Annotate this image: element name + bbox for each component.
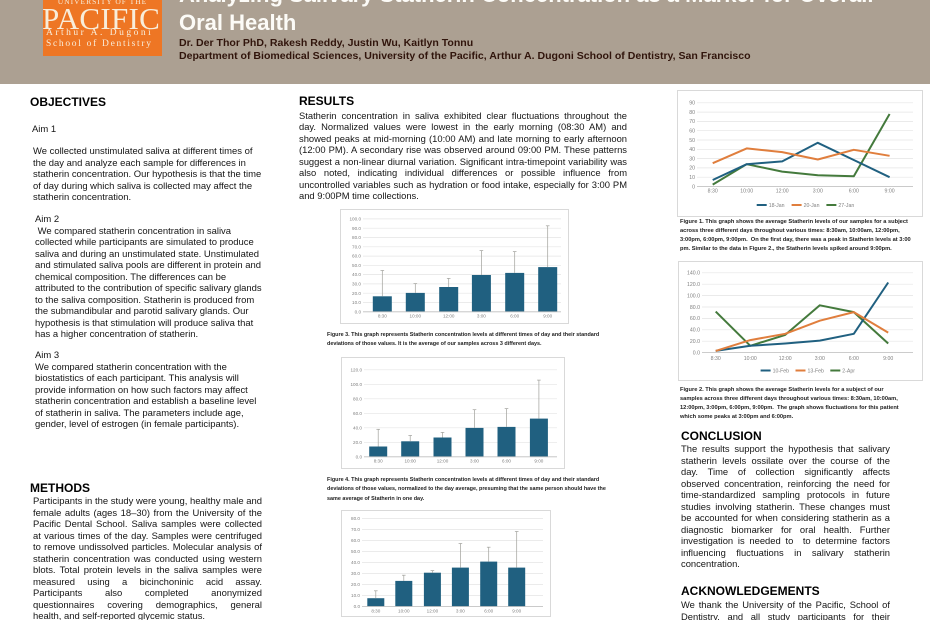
svg-text:12:00: 12:00: [779, 356, 792, 362]
svg-text:80.0: 80.0: [690, 305, 700, 311]
svg-text:90: 90: [689, 101, 695, 107]
svg-text:70.0: 70.0: [352, 244, 361, 249]
svg-text:8:30: 8:30: [374, 459, 383, 464]
svg-text:40.0: 40.0: [352, 272, 361, 277]
svg-text:10:00: 10:00: [398, 609, 410, 614]
svg-text:70: 70: [689, 119, 695, 125]
svg-text:6:00: 6:00: [849, 356, 859, 362]
svg-text:10.0: 10.0: [351, 593, 360, 598]
svg-text:0.0: 0.0: [354, 604, 361, 609]
svg-text:0.0: 0.0: [355, 309, 362, 314]
svg-text:10:00: 10:00: [404, 459, 416, 464]
svg-text:60.0: 60.0: [352, 254, 361, 259]
svg-text:40: 40: [689, 147, 695, 153]
svg-text:0: 0: [692, 184, 695, 190]
svg-text:80: 80: [689, 110, 695, 116]
svg-text:60.0: 60.0: [351, 538, 360, 543]
svg-text:20.0: 20.0: [352, 291, 361, 296]
svg-text:27-Jan: 27-Jan: [838, 203, 854, 209]
svg-text:20.0: 20.0: [690, 339, 700, 345]
svg-text:6:00: 6:00: [484, 609, 493, 614]
svg-text:10:00: 10:00: [744, 356, 757, 362]
svg-text:13-Feb: 13-Feb: [808, 369, 825, 375]
svg-text:40.0: 40.0: [353, 425, 362, 430]
svg-text:3:00: 3:00: [470, 459, 479, 464]
svg-text:90.0: 90.0: [352, 226, 361, 231]
svg-text:80.0: 80.0: [351, 516, 360, 521]
svg-text:70.0: 70.0: [351, 527, 360, 532]
svg-text:40.0: 40.0: [351, 560, 360, 565]
svg-text:30.0: 30.0: [352, 282, 361, 287]
svg-text:10-Feb: 10-Feb: [773, 369, 790, 375]
svg-text:3:00: 3:00: [477, 314, 486, 319]
svg-text:30.0: 30.0: [351, 571, 360, 576]
svg-text:10:00: 10:00: [740, 189, 753, 195]
svg-text:3:00: 3:00: [456, 609, 465, 614]
svg-text:6:00: 6:00: [510, 314, 519, 319]
svg-text:100.0: 100.0: [350, 217, 362, 222]
svg-text:9:00: 9:00: [534, 459, 543, 464]
svg-text:18-Jan: 18-Jan: [769, 203, 785, 209]
svg-text:12:00: 12:00: [443, 314, 455, 319]
svg-text:3:00: 3:00: [815, 356, 825, 362]
svg-text:60.0: 60.0: [690, 316, 700, 322]
svg-text:8:30: 8:30: [711, 356, 721, 362]
svg-text:6:00: 6:00: [502, 459, 511, 464]
svg-text:8:30: 8:30: [708, 189, 718, 195]
svg-text:10: 10: [689, 175, 695, 181]
svg-text:0.0: 0.0: [693, 350, 700, 356]
svg-text:80.0: 80.0: [352, 235, 361, 240]
svg-text:60.0: 60.0: [353, 411, 362, 416]
svg-text:50.0: 50.0: [352, 263, 361, 268]
svg-text:100.0: 100.0: [687, 293, 700, 299]
svg-text:40.0: 40.0: [690, 328, 700, 334]
svg-text:9:00: 9:00: [512, 609, 521, 614]
svg-text:10:00: 10:00: [410, 314, 422, 319]
svg-text:0.0: 0.0: [356, 454, 363, 459]
svg-text:10.0: 10.0: [352, 300, 361, 305]
svg-text:12:00: 12:00: [437, 459, 449, 464]
svg-text:80.0: 80.0: [353, 396, 362, 401]
svg-text:140.0: 140.0: [687, 271, 700, 277]
svg-text:2-Apr: 2-Apr: [842, 369, 855, 375]
svg-text:9:00: 9:00: [883, 356, 893, 362]
svg-text:6:00: 6:00: [849, 189, 859, 195]
svg-text:12:00: 12:00: [427, 609, 439, 614]
svg-text:50.0: 50.0: [351, 549, 360, 554]
svg-text:60: 60: [689, 129, 695, 135]
svg-text:120.0: 120.0: [351, 367, 363, 372]
svg-text:50: 50: [689, 138, 695, 144]
svg-text:8:30: 8:30: [378, 314, 387, 319]
svg-text:20-Jan: 20-Jan: [804, 203, 820, 209]
svg-text:20.0: 20.0: [353, 440, 362, 445]
svg-text:20.0: 20.0: [351, 582, 360, 587]
svg-text:30: 30: [689, 156, 695, 162]
svg-text:20: 20: [689, 166, 695, 172]
svg-text:8:30: 8:30: [371, 609, 380, 614]
svg-text:100.0: 100.0: [351, 382, 363, 387]
svg-text:9:00: 9:00: [543, 314, 552, 319]
svg-text:120.0: 120.0: [687, 282, 700, 288]
svg-text:12:00: 12:00: [776, 189, 789, 195]
svg-text:9:00: 9:00: [885, 189, 895, 195]
svg-text:3:00: 3:00: [813, 189, 823, 195]
